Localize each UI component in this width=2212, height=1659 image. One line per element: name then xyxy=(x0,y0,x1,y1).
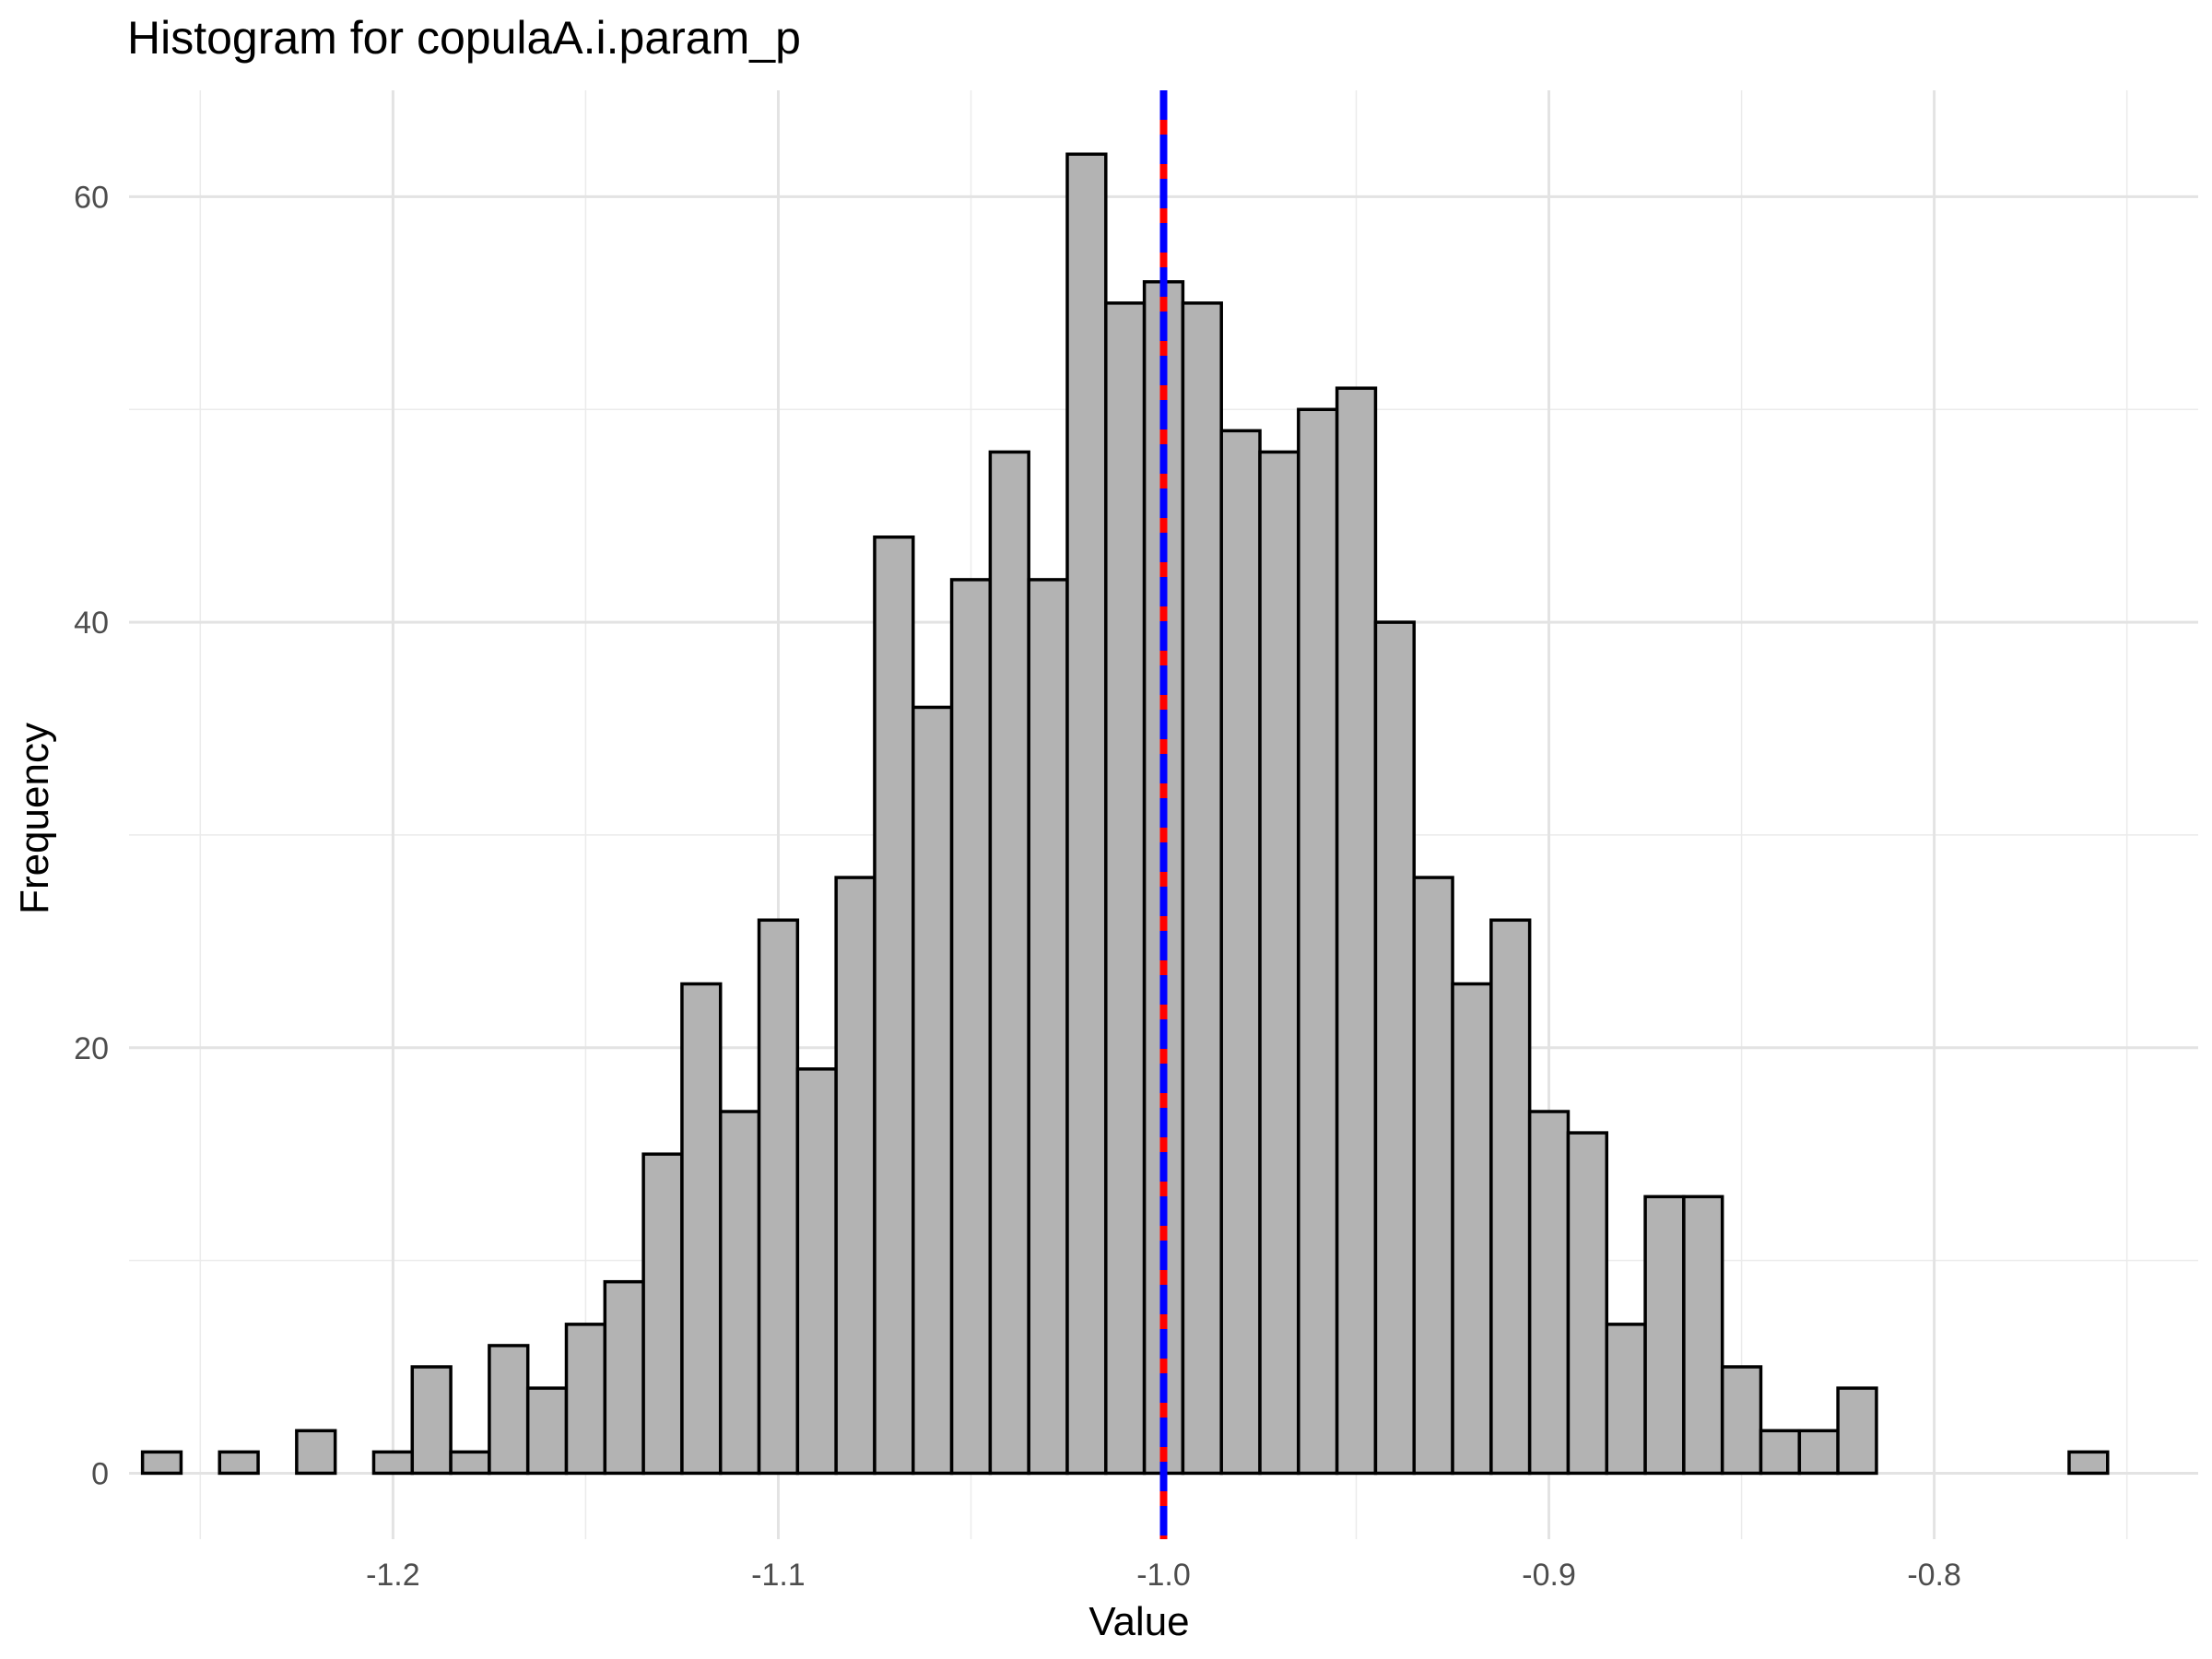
y-tick-label: 60 xyxy=(74,180,109,215)
histogram-bar xyxy=(1373,620,1416,1476)
histogram-bar xyxy=(603,1279,645,1476)
histogram-bar xyxy=(410,1365,453,1476)
x-axis-ticks: -1.2 -1.1 -1.0 -0.9 -0.8 xyxy=(366,1558,1961,1593)
histogram-bar xyxy=(295,1429,337,1476)
histogram-bar xyxy=(1297,407,1339,1476)
chart-title: Histogram for copulaA.i.param_p xyxy=(127,12,801,64)
histogram-bar xyxy=(949,578,993,1476)
histogram-bar xyxy=(1412,876,1454,1476)
x-tick-label: -0.8 xyxy=(1907,1558,1961,1593)
x-axis-title: Value xyxy=(1088,1599,1189,1644)
histogram-bar xyxy=(1682,1194,1724,1476)
x-tick-label: -1.0 xyxy=(1136,1558,1191,1593)
x-tick-label: -1.2 xyxy=(366,1558,420,1593)
histogram-bar xyxy=(988,450,1030,1476)
histogram-bar xyxy=(1836,1386,1878,1476)
histogram-bar xyxy=(488,1344,530,1476)
histogram-bar xyxy=(680,982,723,1476)
x-tick-label: -1.1 xyxy=(751,1558,806,1593)
histogram-bar xyxy=(641,1152,684,1476)
histogram-bar xyxy=(1181,301,1223,1476)
histogram-bar xyxy=(795,1067,838,1476)
histogram-bar xyxy=(1451,982,1493,1476)
y-tick-label: 0 xyxy=(91,1456,109,1491)
histogram-bars xyxy=(140,152,2110,1476)
x-tick-label: -0.9 xyxy=(1522,1558,1576,1593)
histogram-bar xyxy=(912,705,954,1476)
histogram-bar xyxy=(1797,1429,1840,1476)
histogram-bar xyxy=(1104,301,1147,1476)
y-axis-title: Frequency xyxy=(12,723,57,914)
y-tick-label: 40 xyxy=(74,606,109,641)
histogram-bar xyxy=(834,876,877,1476)
histogram-bar xyxy=(1489,918,1532,1476)
histogram-bar xyxy=(1605,1323,1647,1476)
histogram-bar xyxy=(1065,152,1108,1476)
histogram-bar xyxy=(1720,1365,1763,1476)
histogram-bar xyxy=(140,1450,183,1476)
y-axis-ticks: 0 20 40 60 xyxy=(74,180,109,1491)
histogram-bar xyxy=(1219,429,1262,1476)
histogram-bar xyxy=(1335,386,1378,1476)
histogram-bar xyxy=(371,1450,415,1476)
histogram-bar xyxy=(1643,1194,1686,1476)
histogram-bar xyxy=(1527,1110,1571,1476)
histogram-bar xyxy=(525,1386,569,1476)
histogram-bar xyxy=(218,1450,260,1476)
histogram-bar xyxy=(757,918,800,1476)
histogram-bar xyxy=(564,1323,607,1476)
histogram-bar xyxy=(1258,450,1300,1476)
histogram-bar xyxy=(1566,1131,1609,1476)
histogram-bar xyxy=(449,1450,491,1476)
histogram-bar xyxy=(873,535,915,1476)
histogram-bar xyxy=(1027,578,1069,1476)
histogram-bar xyxy=(2067,1450,2110,1476)
histogram-bar xyxy=(1759,1429,1802,1476)
histogram-bar xyxy=(718,1110,761,1476)
y-tick-label: 20 xyxy=(74,1031,109,1066)
